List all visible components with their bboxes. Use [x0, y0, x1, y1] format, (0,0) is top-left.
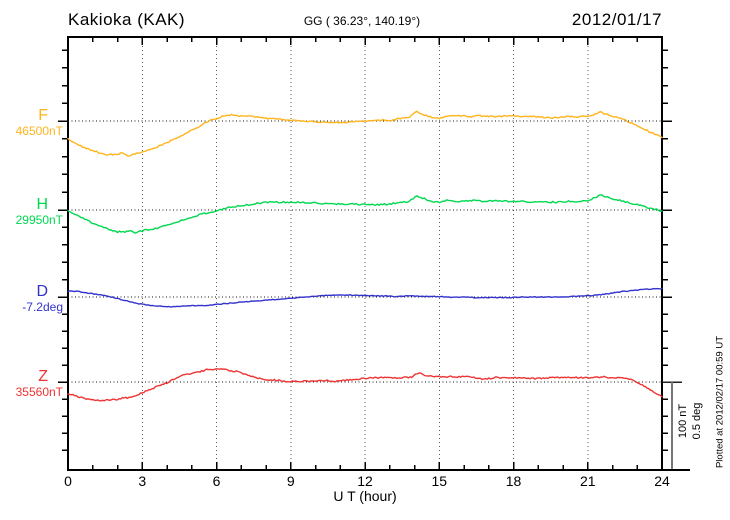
- channel-baseline-H: 29950nT: [15, 213, 63, 227]
- channel-label-F: F 46500nT: [0, 107, 63, 138]
- plot-frame: [67, 36, 663, 471]
- plotted-at-note: Plotted at 2012/02/17 00:59 UT: [714, 335, 726, 469]
- x-tick-label: 21: [580, 473, 596, 489]
- x-tick-label: 0: [64, 473, 72, 489]
- station-coordinates: GG ( 36.23°, 140.19°): [303, 14, 421, 28]
- x-tick-label: 12: [357, 473, 373, 489]
- axis-ticks: [58, 37, 672, 470]
- x-tick-labels: 0 3 6 9 12 15 18 21 24: [64, 473, 670, 489]
- scale-bar-label: 100 nT 0.5 deg: [676, 376, 706, 466]
- gridlines: [141, 38, 589, 469]
- channel-letter-F: F: [38, 107, 48, 124]
- channel-baseline-Z: 35560nT: [15, 385, 63, 399]
- channel-letter-D: D: [36, 283, 48, 300]
- channel-letter-Z: Z: [38, 368, 48, 385]
- channel-label-D: D -7.2deg: [0, 283, 63, 314]
- scale-bar-label-nt: 100 nT: [677, 403, 689, 439]
- scale-bar-label-deg: 0.5 deg: [691, 402, 703, 440]
- channel-baseline-D: -7.2deg: [22, 300, 63, 314]
- x-tick-label: 18: [506, 473, 522, 489]
- x-axis-label: U T (hour): [333, 488, 397, 504]
- station-title: Kakioka (KAK): [68, 10, 186, 29]
- x-tick-label: 6: [213, 473, 221, 489]
- trace-H: [67, 194, 663, 234]
- x-tick-label: 3: [138, 473, 146, 489]
- x-tick-label: 15: [431, 473, 447, 489]
- plot-date: 2012/01/17: [571, 10, 662, 29]
- x-tick-label: 9: [287, 473, 295, 489]
- channel-label-H: H 29950nT: [0, 196, 63, 227]
- trace-Z: [67, 368, 663, 402]
- baseline-lines: [68, 120, 662, 383]
- channel-letter-H: H: [36, 196, 48, 213]
- trace-F: [67, 110, 663, 157]
- channel-baseline-F: 46500nT: [15, 124, 63, 138]
- x-tick-label: 24: [654, 473, 670, 489]
- trace-D: [67, 287, 663, 308]
- scale-bar: [662, 381, 690, 471]
- channel-label-Z: Z 35560nT: [0, 368, 63, 399]
